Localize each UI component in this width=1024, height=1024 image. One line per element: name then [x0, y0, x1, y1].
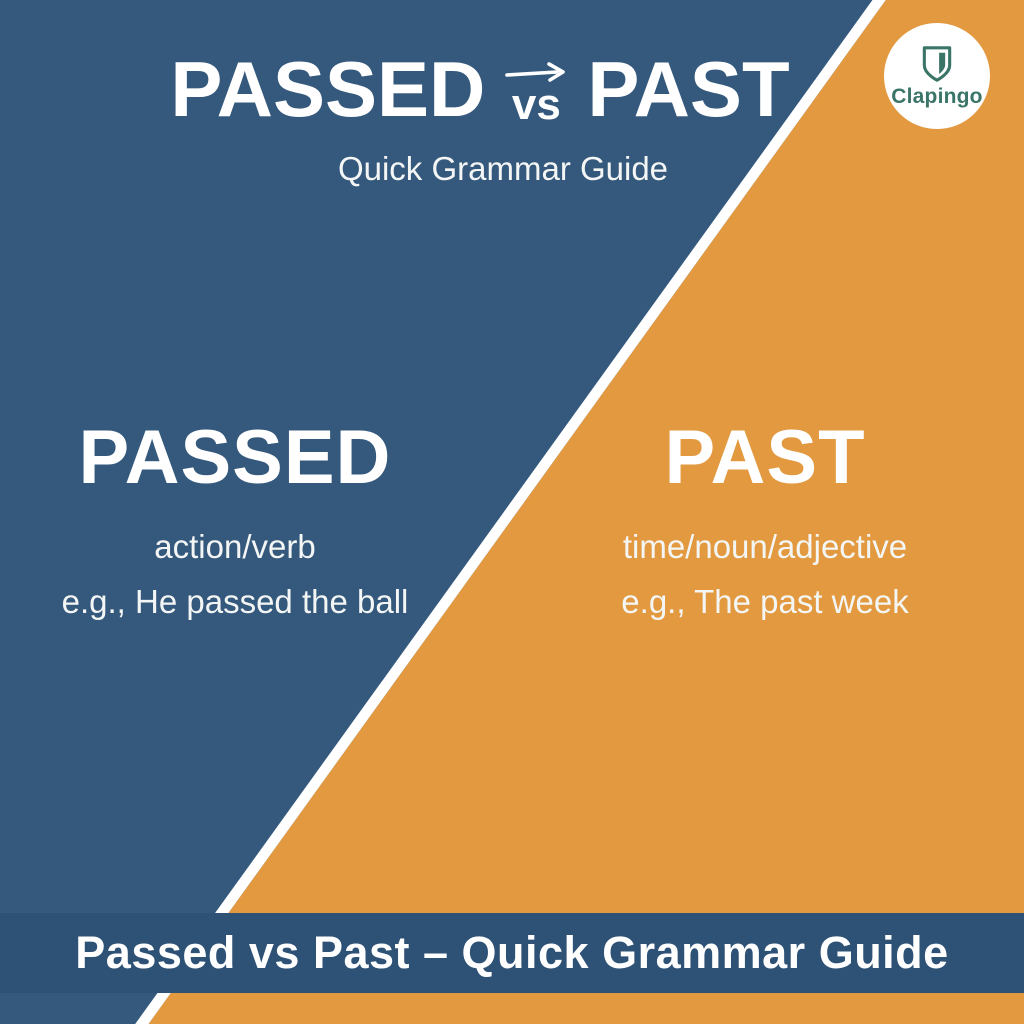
right-arrow-icon — [505, 61, 567, 83]
brand-name: Clapingo — [891, 85, 983, 108]
past-panel: PAST time/noun/adjective e.g., The past … — [530, 420, 1000, 621]
title-vs-label: vs — [511, 80, 561, 130]
page-title: PASSED vs PAST — [0, 50, 960, 128]
shield-half-filled-icon — [920, 45, 954, 83]
clapingo-logo-badge: Clapingo — [884, 23, 990, 129]
past-example: e.g., The past week — [621, 583, 909, 620]
title-word-passed: PASSED — [170, 45, 486, 133]
past-role: time/noun/adjective — [622, 528, 908, 565]
footer-caption-bar: Passed vs Past – Quick Grammar Guide — [0, 913, 1024, 993]
title-word-past: PAST — [587, 45, 790, 133]
header: PASSED vs PAST Quick Grammar Guide — [0, 50, 960, 188]
passed-role: action/verb — [154, 528, 316, 565]
footer-caption: Passed vs Past – Quick Grammar Guide — [75, 927, 949, 978]
passed-word: PASSED — [78, 415, 392, 500]
passed-panel: PASSED action/verb e.g., He passed the b… — [0, 420, 470, 621]
past-word: PAST — [664, 415, 866, 500]
passed-example: e.g., He passed the ball — [61, 583, 409, 620]
subtitle: Quick Grammar Guide — [337, 150, 669, 187]
vs-block: vs — [505, 61, 567, 130]
